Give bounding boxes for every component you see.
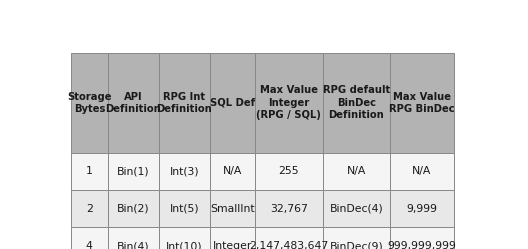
Bar <box>108 153 159 190</box>
Bar <box>210 53 255 153</box>
Bar <box>210 190 255 227</box>
Bar <box>255 227 323 249</box>
Text: Storage
Bytes: Storage Bytes <box>67 92 111 114</box>
Bar <box>159 153 210 190</box>
Text: 1: 1 <box>86 166 93 176</box>
Bar <box>390 53 454 153</box>
Bar <box>108 190 159 227</box>
Bar <box>323 153 390 190</box>
Text: Bin(1): Bin(1) <box>117 166 149 176</box>
Text: N/A: N/A <box>347 166 366 176</box>
Bar <box>71 227 108 249</box>
Bar <box>255 153 323 190</box>
Text: SQL Def: SQL Def <box>210 98 255 108</box>
Bar <box>159 53 210 153</box>
Text: 4: 4 <box>86 241 93 249</box>
Bar <box>255 190 323 227</box>
Text: 999,999,999: 999,999,999 <box>388 241 456 249</box>
Bar <box>71 53 108 153</box>
Bar <box>159 227 210 249</box>
Text: Int(10): Int(10) <box>166 241 203 249</box>
Text: RPG Int
Definition: RPG Int Definition <box>157 92 212 114</box>
Text: SmallInt: SmallInt <box>210 204 255 214</box>
Text: Int(3): Int(3) <box>169 166 199 176</box>
Text: Bin(2): Bin(2) <box>117 204 149 214</box>
Bar <box>159 190 210 227</box>
Text: RPG default
BinDec
Definition: RPG default BinDec Definition <box>323 85 390 120</box>
Text: Bin(4): Bin(4) <box>117 241 149 249</box>
Bar <box>390 153 454 190</box>
Bar <box>210 227 255 249</box>
Bar <box>108 227 159 249</box>
Text: Integer: Integer <box>213 241 252 249</box>
Bar <box>210 153 255 190</box>
Bar <box>323 53 390 153</box>
Bar <box>71 153 108 190</box>
Bar <box>323 190 390 227</box>
Text: 2,147,483,647: 2,147,483,647 <box>249 241 328 249</box>
Text: API
Definition: API Definition <box>106 92 161 114</box>
Text: Max Value
Integer
(RPG / SQL): Max Value Integer (RPG / SQL) <box>257 85 321 120</box>
Bar <box>390 227 454 249</box>
Text: N/A: N/A <box>412 166 431 176</box>
Bar <box>255 53 323 153</box>
Bar <box>71 190 108 227</box>
Text: Int(5): Int(5) <box>169 204 199 214</box>
Text: 2: 2 <box>86 204 93 214</box>
Bar <box>390 190 454 227</box>
Text: 32,767: 32,767 <box>270 204 308 214</box>
Text: BinDec(4): BinDec(4) <box>329 204 383 214</box>
Bar <box>323 227 390 249</box>
Text: 9,999: 9,999 <box>407 204 437 214</box>
Text: N/A: N/A <box>223 166 242 176</box>
Text: BinDec(9): BinDec(9) <box>329 241 383 249</box>
Text: Max Value
RPG BinDec: Max Value RPG BinDec <box>389 92 455 114</box>
Text: 255: 255 <box>278 166 299 176</box>
Bar <box>108 53 159 153</box>
